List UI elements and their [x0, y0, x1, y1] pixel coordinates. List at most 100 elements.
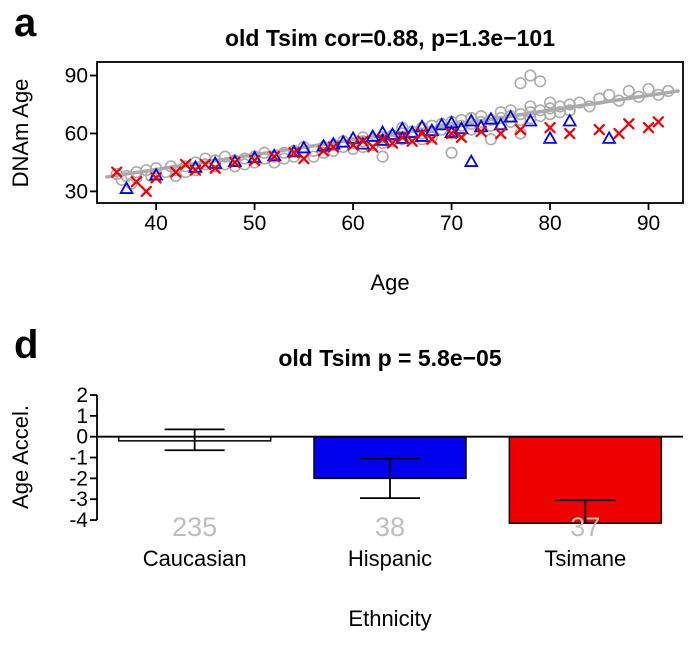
scatter-point-x [229, 156, 241, 169]
y-tick-label: -4 [69, 509, 88, 532]
y-tick-label: -2 [69, 467, 88, 490]
scatter-point-x [298, 152, 310, 165]
sample-count-label: 37 [570, 512, 600, 542]
scatter-point-circle [524, 69, 537, 82]
y-tick-label: 60 [65, 122, 88, 145]
scatter-point-x [347, 139, 359, 151]
scatter-point-x [268, 150, 280, 163]
scatter-point-x [406, 135, 418, 147]
category-label: Hispanic [348, 546, 432, 571]
scatter-point-x [623, 118, 635, 130]
scatter-point-triangle [345, 130, 361, 144]
sample-count-label: 38 [375, 512, 405, 542]
x-tick-label: 70 [440, 212, 463, 235]
scatter-point-x [288, 147, 300, 159]
scatter-point-x [642, 121, 655, 134]
y-tick-label: -3 [69, 488, 88, 511]
scatter-point-x [416, 127, 428, 140]
scatter-point-circle [642, 82, 655, 96]
scatter-point-x [130, 176, 143, 188]
scatter-point-triangle [335, 134, 351, 148]
scatter-point-triangle [394, 120, 410, 135]
scatter-point-x [475, 125, 487, 138]
scatter-point-x [593, 123, 605, 136]
scatter-plot-area: 40 50 60 70 80 90 30 60 90 [65, 61, 684, 235]
scatter-point-x [445, 127, 458, 140]
panel-d-letter: d [14, 323, 38, 367]
scatter-point-circle [534, 75, 547, 88]
panel-d-title: old Tsim p = 5.8e−05 [278, 345, 501, 371]
scatter-point-x [209, 162, 221, 174]
panel-a-y-axis-label: DNAm Age [8, 79, 33, 188]
category-label: Tsimane [544, 546, 626, 571]
scatter-point-x [170, 166, 182, 178]
scatter-point-x [564, 127, 576, 140]
scatter-point-x [357, 135, 369, 147]
scatter-point-triangle [493, 117, 509, 131]
scatter-point-triangle [542, 130, 558, 144]
y-tick-label: -1 [69, 447, 88, 470]
scatter-point-x [199, 158, 212, 171]
scatter-point-x [248, 154, 261, 167]
x-tick-label: 80 [538, 212, 561, 235]
scatter-point-circle [376, 150, 389, 163]
scatter-point-x [150, 172, 162, 184]
scatter-point-triangle [444, 115, 460, 129]
scatter-point-triangle [414, 119, 430, 133]
x-tick-label: 60 [341, 212, 364, 235]
bar-chart: d old Tsim p = 5.8e−05 Age Accel. Ethnic… [8, 323, 683, 631]
scatter-point-x [327, 141, 340, 153]
scatter-point-x [426, 133, 438, 145]
panel-d-y-axis-label: Age Accel. [8, 405, 33, 509]
y-tick-label: 1 [76, 405, 88, 428]
scatter-point-triangle [119, 180, 134, 194]
scatter-point-x [396, 131, 409, 144]
x-tick-label: 50 [243, 212, 266, 235]
scatter-point-triangle [463, 113, 479, 127]
y-tick-label: 0 [76, 426, 88, 449]
scatter-point-x [367, 141, 379, 153]
scatter-point-x [179, 158, 192, 171]
scatter-point-x [386, 137, 399, 149]
scatter-point-triangle [601, 130, 617, 144]
scatter-point-triangle [375, 124, 391, 138]
panel-a-letter: a [14, 1, 37, 45]
scatter-point-triangle [296, 140, 312, 154]
x-tick-label: 40 [144, 212, 167, 235]
scatter-point-circle [445, 146, 458, 159]
scatter-point-circle [622, 84, 635, 98]
panel-a-x-axis-label: Age [370, 270, 409, 295]
panel-a-title: old Tsim cor=0.88, p=1.3e−101 [225, 25, 555, 51]
scatter-point-x [376, 133, 389, 145]
category-label: Caucasian [143, 546, 247, 571]
scatter-point-x [613, 127, 625, 140]
y-tick-label: 90 [65, 65, 88, 88]
scatter-point-x [514, 123, 527, 136]
scatter-point-circle [484, 133, 498, 146]
scatter-point-x [495, 127, 507, 140]
panel-d: d old Tsim p = 5.8e−05 Age Accel. Ethnic… [0, 310, 700, 646]
scatter-point-triangle [463, 153, 479, 167]
scatter-point-x [110, 166, 123, 178]
scatter-point-x [317, 145, 330, 157]
scatter-point-triangle [434, 117, 450, 131]
series-tsimane-points [110, 116, 665, 198]
scatter-point-x [140, 185, 152, 198]
scatter-point-triangle [365, 128, 381, 142]
scatter-point-x [189, 164, 202, 176]
y-tick-label: 30 [65, 180, 88, 203]
sample-count-label: 235 [172, 512, 217, 542]
bar-plot-area: 210-1-2-3-4 235 38 37 Caucasian Hispanic Tsima… [69, 384, 683, 571]
panel-d-x-axis-label: Ethnicity [348, 606, 431, 631]
y-tick-label: 2 [76, 384, 88, 407]
regression-line [105, 89, 680, 179]
scatter-point-triangle [562, 113, 578, 127]
x-tick-label: 90 [637, 212, 660, 235]
scatter-point-triangle [453, 120, 469, 135]
scatter-point-triangle [483, 111, 499, 125]
panel-a: a old Tsim cor=0.88, p=1.3e−101 DNAm Age… [0, 0, 700, 310]
scatter-point-x [652, 116, 665, 128]
scatter-point-circle [603, 88, 616, 101]
scatter-point-x [455, 131, 468, 144]
